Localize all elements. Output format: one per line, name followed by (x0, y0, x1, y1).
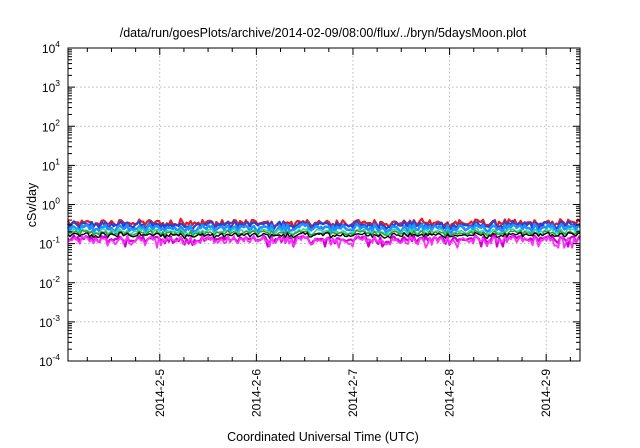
y-tick-label: 10-2 (39, 274, 60, 291)
y-tick-label: 104 (42, 39, 60, 56)
y-tick-label: 101 (42, 156, 60, 173)
x-tick-label: 2014-2-8 (443, 369, 457, 417)
y-tick-label: 103 (42, 78, 60, 95)
x-tick-label: 2014-2-5 (153, 369, 167, 417)
y-axis: 104 103 102 101 100 10-1 10-2 10-3 10-4 (39, 39, 580, 369)
x-tick-label: 2014-2-9 (539, 369, 553, 417)
y-tick-label: 10-1 (39, 235, 60, 252)
series-line (67, 229, 581, 238)
y-tick-label: 10-3 (39, 313, 60, 330)
grid-lines (68, 48, 580, 361)
series-line (67, 234, 581, 249)
series-line (66, 222, 581, 235)
series-line (67, 231, 581, 240)
y-tick-label: 100 (42, 196, 60, 213)
series-lines (66, 217, 581, 249)
x-tick-label: 2014-2-6 (249, 369, 263, 417)
x-axis: 2014-2-5 2014-2-6 2014-2-7 2014-2-8 2014-2-9 (86, 48, 571, 417)
y-tick-label: 10-4 (39, 352, 60, 369)
series-line (67, 234, 581, 248)
series-line (67, 227, 581, 237)
y-axis-label: cSv/day (25, 182, 39, 227)
x-tick-label: 2014-2-7 (346, 369, 360, 417)
x-axis-label: Coordinated Universal Time (UTC) (227, 430, 419, 444)
y-tick-label: 102 (42, 117, 60, 134)
chart-title: /data/run/goesPlots/archive/2014-02-09/0… (120, 26, 527, 40)
